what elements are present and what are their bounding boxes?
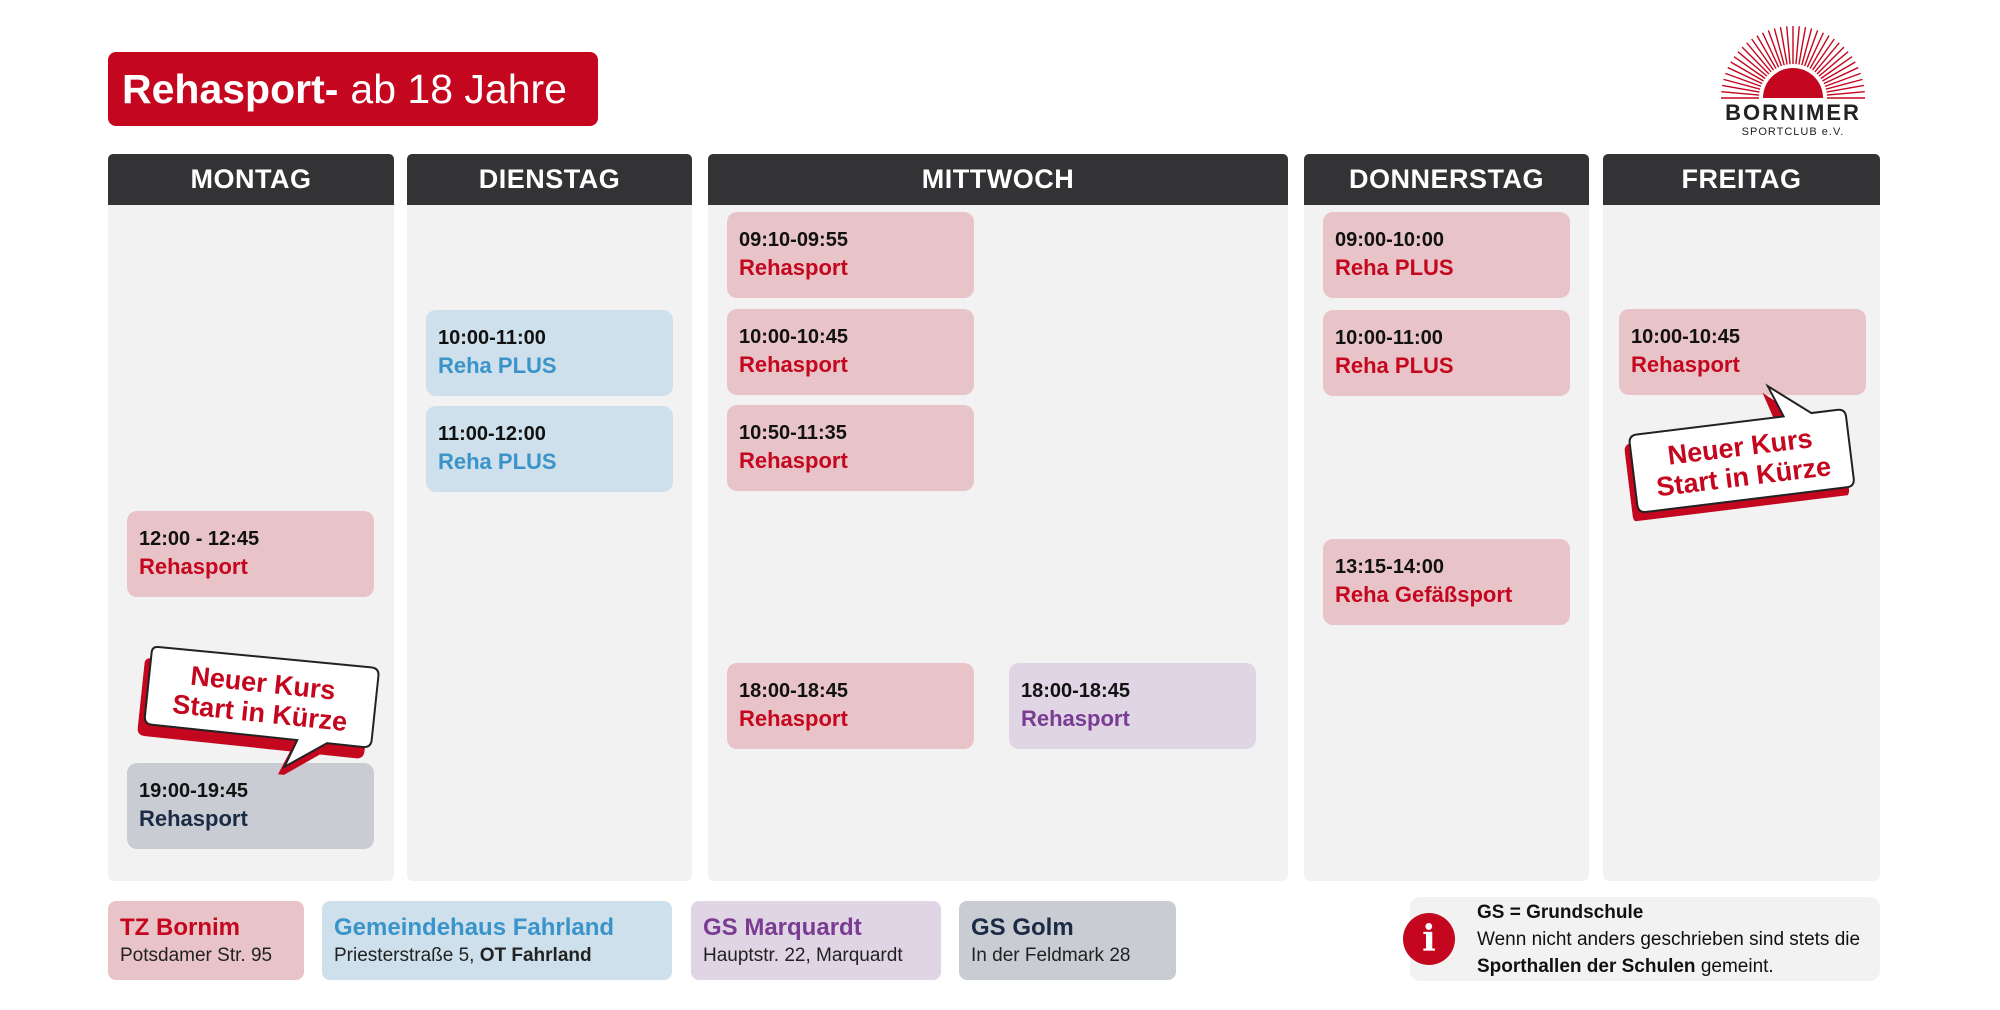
course-slot[interactable]: 13:15-14:00 Reha Gefäßsport: [1323, 539, 1570, 625]
slot-label: Rehasport: [739, 352, 848, 377]
slot-label: Rehasport: [1631, 352, 1740, 377]
slot-time: 18:00-18:45: [739, 680, 848, 702]
slot-label: Reha PLUS: [438, 449, 557, 474]
new-course-bubble: Neuer Kurs Start in Kürze: [1618, 372, 1861, 522]
sun-logo-icon: [1721, 26, 1865, 99]
slot-label: Rehasport: [139, 554, 248, 579]
friday-column: [1603, 205, 1880, 881]
slot-time: 10:00-11:00: [1335, 327, 1443, 349]
info-icon: i: [1403, 913, 1455, 965]
legend-name: GS Marquardt: [703, 914, 862, 941]
day-header-tuesday: DIENSTAG: [407, 154, 692, 205]
title-subtitle: ab 18 Jahre: [350, 65, 567, 112]
legend-name: TZ Bornim: [120, 914, 240, 941]
legend-address: Priesterstraße 5,: [334, 945, 475, 966]
info-text: GS = Grundschule Wenn nicht anders gesch…: [1477, 899, 1877, 980]
legend-address: In der Feldmark 28: [971, 945, 1131, 966]
slot-time: 12:00 - 12:45: [139, 528, 260, 550]
course-slot[interactable]: 18:00-18:45 Rehasport: [1009, 663, 1256, 749]
info-text-bold: Sporthallen der Schulen: [1477, 956, 1696, 977]
legend-gs-golm: GS Golm In der Feldmark 28: [959, 901, 1176, 980]
slot-label: Rehasport: [739, 706, 848, 731]
wednesday-column: [708, 205, 1288, 881]
course-slot[interactable]: 09:00-10:00 Reha PLUS: [1323, 212, 1570, 298]
course-slot[interactable]: 19:00-19:45 Rehasport: [127, 763, 374, 849]
course-slot[interactable]: 10:00-10:45 Rehasport: [1619, 309, 1866, 395]
slot-time: 19:00-19:45: [139, 780, 248, 802]
legend-name: GS Golm: [971, 914, 1074, 941]
course-slot[interactable]: 12:00 - 12:45 Rehasport: [127, 511, 374, 597]
legend-name: Gemeindehaus Fahrland: [334, 914, 615, 941]
speech-bubble-icon: [1624, 383, 1855, 522]
course-slot[interactable]: 10:50-11:35 Rehasport: [727, 405, 974, 491]
legend-gemeindehaus-fahrland: Gemeindehaus Fahrland Priesterstraße 5, …: [322, 901, 672, 980]
slot-time: 10:00-10:45: [1631, 326, 1740, 348]
logo-name: BORNIMER: [1725, 100, 1861, 125]
course-slot[interactable]: 09:10-09:55 Rehasport: [727, 212, 974, 298]
info-box: [1410, 897, 1880, 981]
day-header-monday: MONTAG: [108, 154, 394, 205]
course-slot[interactable]: 11:00-12:00 Reha PLUS: [426, 406, 673, 492]
slot-time: 13:15-14:00: [1335, 556, 1444, 578]
info-text-2: gemeint.: [1700, 956, 1774, 977]
slot-label: Reha PLUS: [1335, 353, 1454, 378]
slot-time: 10:00-10:45: [739, 326, 848, 348]
title-bold: Rehasport-: [122, 65, 339, 112]
slot-label: Reha PLUS: [1335, 255, 1454, 280]
info-title: GS = Grundschule: [1477, 902, 1644, 923]
logo-subtitle: SPORTCLUB e.V.: [1741, 126, 1845, 138]
legend-address-bold: OT Fahrland: [479, 945, 592, 966]
page-title: Rehasport- ab 18 Jahre: [108, 52, 598, 126]
slot-time: 10:00-11:00: [438, 327, 546, 349]
legend-address: Hauptstr. 22, Marquardt: [703, 945, 903, 966]
slot-label: Rehasport: [739, 255, 848, 280]
legend-gs-marquardt: GS Marquardt Hauptstr. 22, Marquardt: [691, 901, 941, 980]
course-slot[interactable]: 10:00-11:00 Reha PLUS: [426, 310, 673, 396]
day-header-thursday: DONNERSTAG: [1304, 154, 1589, 205]
course-slot[interactable]: 10:00-11:00 Reha PLUS: [1323, 310, 1570, 396]
slot-label: Reha Gefäßsport: [1335, 582, 1513, 607]
day-header-friday: FREITAG: [1603, 154, 1880, 205]
slot-label: Rehasport: [139, 806, 248, 831]
course-slot[interactable]: 18:00-18:45 Rehasport: [727, 663, 974, 749]
legend-tz-bornim: TZ Bornim Potsdamer Str. 95: [108, 901, 304, 980]
tuesday-column: [407, 205, 692, 881]
slot-time: 18:00-18:45: [1021, 680, 1130, 702]
info-text-1: Wenn nicht anders geschrieben sind stets…: [1477, 929, 1861, 950]
slot-time: 09:00-10:00: [1335, 229, 1444, 251]
slot-label: Rehasport: [1021, 706, 1130, 731]
slot-label: Reha PLUS: [438, 353, 557, 378]
day-header-wednesday: MITTWOCH: [708, 154, 1288, 205]
legend-address: Potsdamer Str. 95: [120, 945, 273, 966]
slot-time: 11:00-12:00: [438, 423, 546, 445]
slot-label: Rehasport: [739, 448, 848, 473]
new-course-bubble: Neuer Kurs Start in Kürze: [134, 640, 385, 784]
slot-time: 10:50-11:35: [739, 422, 847, 444]
club-logo: BORNIMER SPORTCLUB e.V.: [1718, 22, 1868, 142]
slot-time: 09:10-09:55: [739, 229, 848, 251]
speech-bubble-icon: [137, 645, 380, 780]
course-slot[interactable]: 10:00-10:45 Rehasport: [727, 309, 974, 395]
